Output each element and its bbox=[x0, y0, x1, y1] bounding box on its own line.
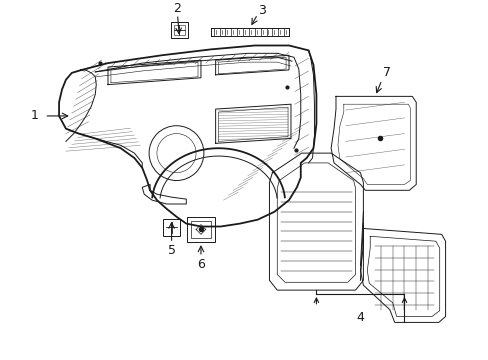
Text: 1: 1 bbox=[31, 109, 39, 122]
Bar bbox=[187, 217, 214, 242]
Text: 6: 6 bbox=[197, 258, 204, 271]
Bar bbox=[170, 22, 188, 38]
Text: 5: 5 bbox=[167, 244, 175, 257]
Bar bbox=[173, 25, 185, 35]
Text: 4: 4 bbox=[356, 311, 364, 324]
Bar bbox=[191, 221, 210, 238]
Text: 3: 3 bbox=[257, 4, 265, 17]
Text: 7: 7 bbox=[382, 66, 390, 80]
Text: 2: 2 bbox=[173, 2, 181, 15]
Bar bbox=[163, 219, 180, 236]
